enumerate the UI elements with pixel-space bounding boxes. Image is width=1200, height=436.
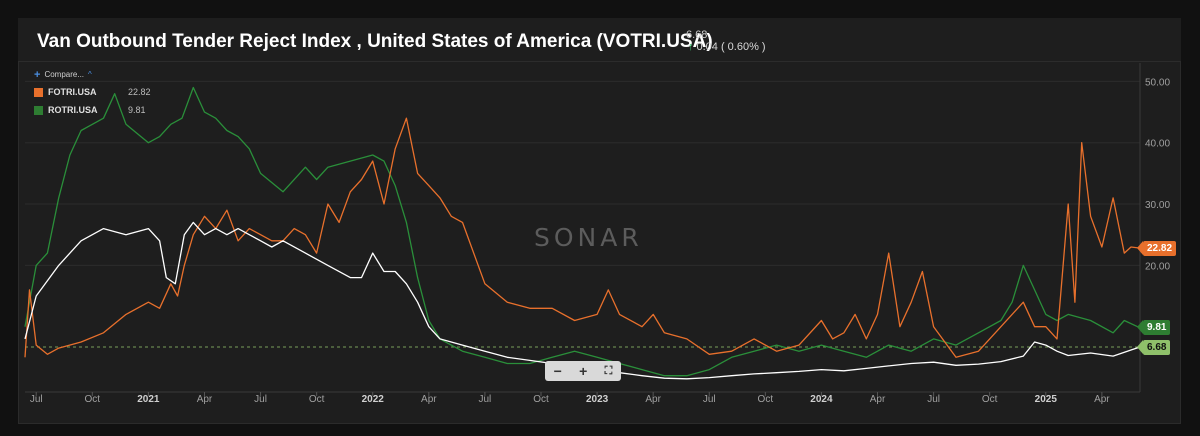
x-tick-label: 2024 [810,394,833,405]
x-tick-label: Oct [758,394,774,405]
x-tick-label: Apr [1094,394,1110,405]
x-tick-label: Jul [927,394,940,405]
x-tick-label: 2023 [586,394,609,405]
legend-value: 22.82 [128,87,151,97]
x-tick-label: 2025 [1035,394,1058,405]
legend-item-rotri[interactable]: ROTRI.USA 9.81 [34,105,151,115]
zoom-controls: − + ⛶ [545,361,621,381]
x-tick-label: 2021 [137,394,160,405]
change-value: 0.04 ( 0.60% ) [696,41,766,53]
up-arrow-icon: ↑ [688,41,694,53]
legend-name: ROTRI.USA [48,105,98,115]
chart-header: Van Outbound Tender Reject Index , Unite… [18,18,1181,62]
x-tick-label: Apr [421,394,437,405]
fullscreen-icon[interactable]: ⛶ [604,364,613,377]
x-tick-label: Jul [703,394,716,405]
rotri-value-tag: 9.81 [1136,320,1171,336]
plus-icon: + [34,68,41,81]
legend-item-fotri[interactable]: FOTRI.USA 22.82 [34,87,151,97]
x-tick-label: Oct [309,394,325,405]
y-tick-label: 30.00 [1145,200,1170,211]
legend-value: 9.81 [128,105,146,115]
compare-label: Compare... [44,70,85,79]
series-line-fotri-usa [24,117,1141,358]
x-tick-label: Apr [645,394,661,405]
chevron-up-icon: ^ [88,70,92,79]
votri-value-tag: 6.68 [1136,339,1171,355]
y-tick-label: 50.00 [1145,77,1170,88]
x-tick-label: Oct [982,394,998,405]
x-tick-label: Apr [197,394,213,405]
x-tick-label: Jul [479,394,492,405]
sonar-watermark: SONAR [534,223,643,252]
x-tick-label: Oct [533,394,549,405]
x-tick-label: Apr [870,394,886,405]
y-tick-label: 20.00 [1145,261,1170,272]
y-tick-label: 40.00 [1145,139,1170,150]
x-tick-label: Oct [85,394,101,405]
zoom-out-button[interactable]: − [553,363,562,379]
zoom-in-button[interactable]: + [579,363,588,379]
legend: + Compare... ^ FOTRI.USA 22.82 ROTRI.USA… [34,68,151,115]
x-tick-label: 2022 [362,394,385,405]
rotri-swatch [34,105,43,115]
fotri-value-tag: 22.82 [1136,240,1177,256]
x-tick-label: Jul [254,394,267,405]
chart-panel [18,18,1181,424]
compare-button[interactable]: + Compare... ^ [34,68,151,81]
fotri-swatch [34,87,43,97]
series-line-votri-usa [24,221,1141,380]
last-value: 6.68 [686,29,708,41]
x-tick-label: Jul [30,394,43,405]
series-line-rotri-usa [24,86,1141,377]
chart-title: Van Outbound Tender Reject Index , Unite… [37,31,713,52]
legend-name: FOTRI.USA [48,87,97,97]
change-indicator: ↑ 0.04 ( 0.60% ) [688,41,766,53]
